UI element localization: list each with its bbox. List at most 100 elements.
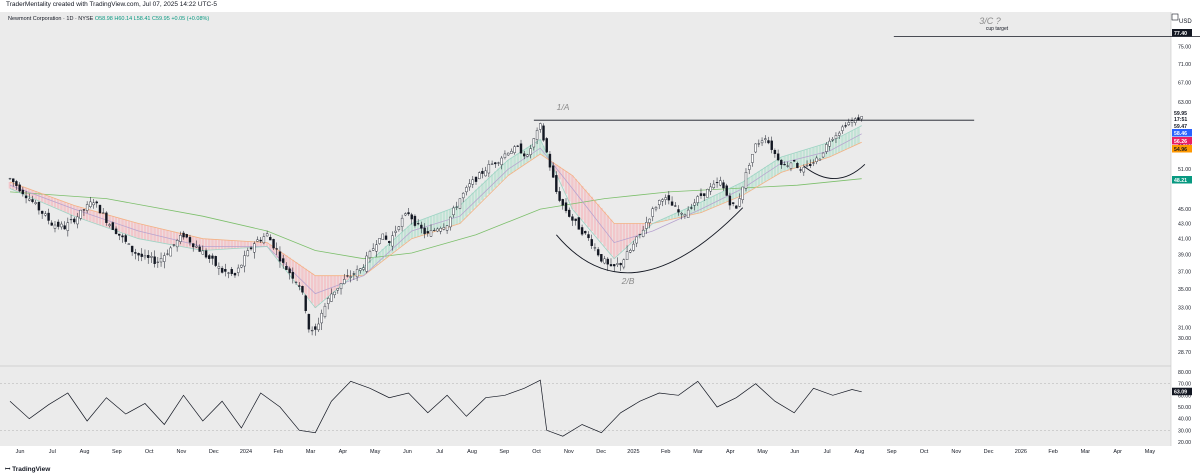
candle-body	[343, 279, 346, 284]
candle-body	[789, 162, 793, 169]
candle-body	[69, 219, 73, 221]
candle-body	[102, 212, 105, 214]
oscillator-tick-label: 80.00	[1178, 370, 1191, 376]
candle-body	[792, 160, 796, 162]
candle-body	[95, 201, 98, 204]
candle-body	[674, 205, 677, 207]
candle-body	[699, 193, 703, 196]
y-tick-label: 43.00	[1178, 222, 1191, 228]
candle-body	[227, 272, 230, 274]
candle-body	[240, 264, 243, 268]
candle-body	[298, 285, 301, 287]
candle-body	[410, 214, 413, 220]
candle-body	[179, 235, 182, 242]
candle-body	[188, 237, 192, 243]
candle-body	[764, 138, 767, 140]
candle-body	[551, 165, 555, 178]
candle-body	[130, 245, 134, 253]
candle-body	[834, 135, 838, 139]
candle-body	[89, 201, 92, 208]
candle-body	[693, 202, 696, 206]
candle-body	[352, 273, 356, 275]
candle-body	[847, 122, 851, 126]
candle-body	[166, 253, 169, 255]
candle-body	[799, 169, 802, 171]
ohlc-close: C59.95	[152, 16, 170, 22]
x-tick-label: Dec	[209, 449, 219, 455]
x-tick-label: Sep	[887, 449, 897, 455]
candle-body	[31, 199, 34, 202]
candle-body	[484, 170, 487, 177]
candle-body	[339, 283, 343, 290]
ma-long-line	[9, 178, 862, 260]
candle-body	[825, 144, 828, 152]
candle-body	[163, 255, 166, 262]
x-tick-label: Apr	[339, 449, 348, 455]
candle-body	[320, 312, 323, 324]
candle-body	[384, 235, 388, 240]
candle-body	[57, 221, 60, 227]
candle-body	[715, 182, 719, 184]
candle-body	[490, 163, 494, 165]
attribution-text: TraderMentality created with TradingView…	[6, 1, 217, 8]
x-tick-label: May	[1145, 449, 1156, 455]
candle-body	[487, 164, 491, 174]
price-tag-bg	[1172, 176, 1192, 184]
candle-body	[532, 138, 536, 148]
candle-body	[622, 259, 626, 268]
candle-body	[625, 251, 629, 260]
price-tag-label: 56.26	[1174, 139, 1187, 145]
candle-body	[362, 267, 365, 270]
candle-body	[658, 200, 661, 206]
candle-body	[452, 207, 455, 216]
candle-body	[796, 163, 799, 169]
candle-body	[388, 241, 391, 243]
candle-body	[773, 150, 777, 155]
x-tick-label: May	[370, 449, 381, 455]
candle-body	[596, 249, 600, 256]
candle-body	[609, 264, 613, 267]
main-pane-background	[0, 12, 1171, 366]
candle-body	[394, 230, 397, 233]
candle-body	[683, 214, 687, 217]
candle-body	[208, 255, 211, 259]
oscillator-tick-label: 40.00	[1178, 417, 1191, 423]
candle-body	[558, 191, 561, 201]
candle-body	[413, 215, 417, 226]
candle-body	[667, 195, 671, 201]
candle-body	[535, 130, 539, 140]
symbol-name[interactable]: Newmont Corporation · 1D · NYSE	[8, 16, 94, 22]
candle-body	[40, 210, 44, 214]
candle-body	[603, 258, 606, 264]
candle-body	[690, 207, 693, 209]
price-tag-bg	[1172, 145, 1192, 153]
ohlc-change: +0.05 (+0.08%)	[171, 16, 210, 22]
x-tick-label: Dec	[984, 449, 994, 455]
candle-body	[407, 212, 410, 215]
candle-body	[523, 153, 526, 157]
candle-body	[635, 236, 638, 244]
candle-body	[821, 152, 825, 158]
candle-body	[478, 172, 481, 180]
candle-body	[121, 235, 124, 238]
candle-body	[127, 243, 131, 245]
y-tick-label: 37.00	[1178, 269, 1191, 275]
price-tag-label: 48.21	[1174, 178, 1187, 184]
candle-body	[224, 269, 227, 272]
candle-body	[143, 255, 147, 258]
x-tick-label: Nov	[951, 449, 961, 455]
candle-body	[400, 217, 404, 227]
candle-body	[584, 230, 587, 234]
candle-body	[780, 159, 783, 165]
candle-body	[805, 164, 809, 167]
candle-body	[191, 243, 195, 248]
oscillator-pane-background	[0, 366, 1171, 446]
tradingview-logo[interactable]: ꟷ TradingView	[5, 464, 50, 473]
x-tick-label: Jun	[790, 449, 799, 455]
candle-body	[259, 239, 262, 242]
candle-body	[323, 305, 327, 317]
x-tick-label: Oct	[920, 449, 929, 455]
candle-body	[725, 185, 728, 196]
candle-body	[76, 216, 79, 225]
